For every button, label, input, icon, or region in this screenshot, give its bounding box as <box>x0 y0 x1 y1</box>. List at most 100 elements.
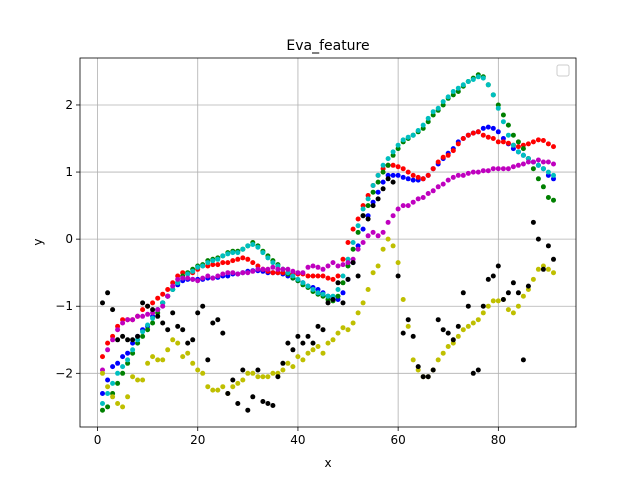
data-point <box>170 310 176 316</box>
data-point <box>200 275 206 281</box>
data-point <box>505 132 511 138</box>
data-point <box>200 370 206 376</box>
data-point <box>230 377 236 383</box>
data-point <box>530 139 536 145</box>
data-point <box>130 317 136 323</box>
data-point <box>525 141 531 147</box>
data-point <box>405 134 411 140</box>
data-point <box>245 407 251 413</box>
data-point <box>335 273 341 279</box>
data-point <box>355 246 361 252</box>
data-point <box>355 223 361 229</box>
data-point <box>520 357 526 363</box>
data-point <box>430 166 436 172</box>
data-point <box>385 162 391 168</box>
data-point <box>325 275 331 281</box>
data-point <box>515 162 521 168</box>
data-point <box>150 315 156 321</box>
data-point <box>115 401 121 406</box>
data-point <box>300 357 306 363</box>
data-point <box>445 344 451 349</box>
data-point <box>405 323 411 329</box>
data-point <box>540 138 546 143</box>
data-point <box>500 139 506 145</box>
x-tick-label: 40 <box>290 433 305 447</box>
data-point <box>480 125 486 131</box>
data-point <box>551 197 556 203</box>
data-point <box>310 263 316 269</box>
data-point <box>420 195 426 200</box>
data-point <box>100 354 105 360</box>
data-point <box>110 307 116 313</box>
data-point <box>350 320 356 326</box>
data-point <box>225 391 231 396</box>
data-point <box>520 146 526 152</box>
data-point <box>475 129 481 135</box>
data-point <box>435 184 441 190</box>
data-point <box>210 275 216 281</box>
data-point <box>490 166 496 172</box>
data-point <box>215 262 221 268</box>
data-point <box>140 300 146 306</box>
data-point <box>465 323 471 329</box>
data-point <box>345 240 351 245</box>
data-point <box>515 303 521 309</box>
data-point <box>551 172 556 178</box>
plot-frame <box>79 57 577 428</box>
data-point <box>505 140 511 146</box>
data-point <box>530 276 536 282</box>
data-point <box>340 280 346 286</box>
data-point <box>515 290 521 296</box>
data-point <box>205 357 211 363</box>
data-point <box>455 323 461 329</box>
data-point <box>110 364 116 370</box>
data-point <box>310 347 316 353</box>
data-point <box>345 260 351 266</box>
data-point <box>290 364 296 370</box>
data-point <box>485 134 491 140</box>
data-point <box>490 136 496 141</box>
data-point <box>470 169 476 175</box>
x-tick-label: 80 <box>491 433 506 447</box>
data-point <box>315 273 321 279</box>
data-point <box>310 273 316 279</box>
data-point <box>425 172 431 178</box>
data-point <box>425 374 431 380</box>
data-point <box>425 115 431 121</box>
data-point <box>115 337 121 343</box>
data-points <box>100 72 556 413</box>
data-point <box>365 287 371 292</box>
data-point <box>475 317 481 323</box>
data-point <box>465 303 471 309</box>
data-point <box>350 226 356 232</box>
data-point <box>450 148 456 154</box>
data-point <box>110 380 116 386</box>
data-point <box>540 184 546 190</box>
data-point <box>435 105 441 111</box>
data-point <box>260 399 266 404</box>
data-point <box>510 142 516 148</box>
data-point <box>490 273 496 279</box>
data-point <box>180 354 186 360</box>
data-point <box>535 162 541 168</box>
data-point <box>535 137 541 143</box>
data-point <box>465 170 471 176</box>
data-point <box>100 370 105 376</box>
data-point <box>300 270 306 276</box>
data-point <box>440 181 446 187</box>
data-point <box>250 260 256 266</box>
data-point <box>495 139 501 145</box>
data-point <box>155 313 161 319</box>
data-point <box>195 310 201 316</box>
data-point <box>470 370 476 376</box>
data-point <box>220 384 226 390</box>
data-point <box>105 347 111 353</box>
data-point <box>435 317 441 323</box>
data-point <box>375 263 381 269</box>
data-point <box>400 174 406 180</box>
data-point <box>380 246 386 252</box>
data-point <box>260 266 266 272</box>
data-point <box>220 330 226 336</box>
data-point <box>545 266 551 272</box>
data-point <box>465 132 471 138</box>
